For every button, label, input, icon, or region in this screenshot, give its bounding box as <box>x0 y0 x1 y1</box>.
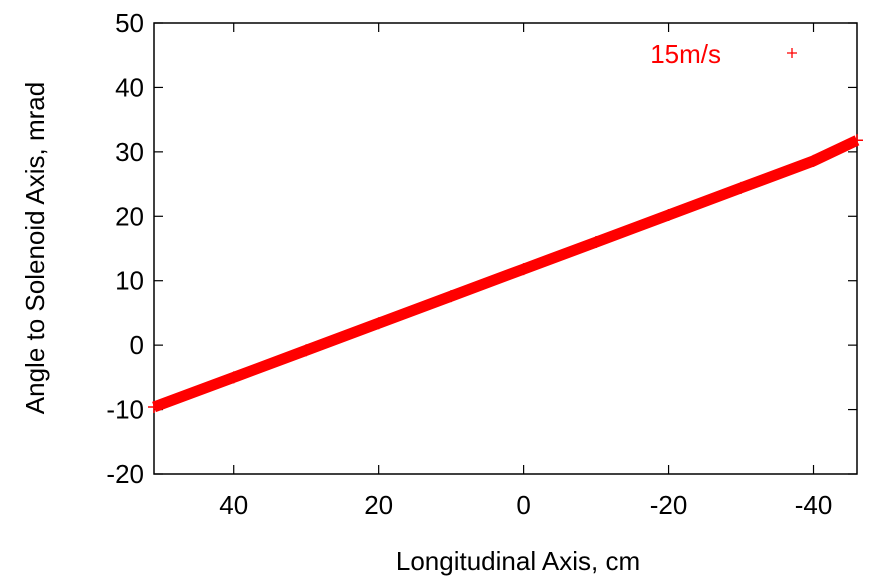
legend-marker <box>787 48 797 58</box>
tick-labels: 40 20 0 -20 -40 -20 -10 0 10 20 30 40 50 <box>106 8 832 520</box>
y-tick-label: 50 <box>115 8 144 38</box>
x-axis-label: Longitudinal Axis, cm <box>396 546 640 576</box>
data-point <box>735 181 748 194</box>
legend-plus-marker <box>787 48 797 58</box>
y-tick-label: 20 <box>115 201 144 231</box>
data-point <box>590 236 603 249</box>
y-axis-label: Angle to Solenoid Axis, mrad <box>20 82 50 414</box>
legend: 15m/s <box>650 39 797 69</box>
y-tick-label: -10 <box>106 395 144 425</box>
data-point <box>517 263 530 276</box>
x-tick-label: -40 <box>795 490 833 520</box>
series-layer <box>148 134 863 413</box>
y-tick-label: 0 <box>130 330 144 360</box>
x-tick-label: 0 <box>516 490 530 520</box>
data-point <box>300 344 313 357</box>
axis-ticks <box>154 22 857 475</box>
x-tick-label: 40 <box>219 490 248 520</box>
data-point <box>807 154 820 167</box>
data-point <box>227 371 240 384</box>
y-tick-label: 10 <box>115 266 144 296</box>
series-band <box>152 135 860 413</box>
data-point <box>851 134 863 147</box>
data-point <box>148 400 160 413</box>
x-tick-label: 20 <box>364 490 393 520</box>
data-point <box>372 317 385 330</box>
plot-border <box>153 22 858 475</box>
y-tick-label: 30 <box>115 137 144 167</box>
data-point <box>445 290 458 303</box>
plot-frame <box>153 22 858 475</box>
x-tick-label: -20 <box>650 490 688 520</box>
y-tick-label: 40 <box>115 72 144 102</box>
data-point <box>662 208 675 221</box>
y-tick-label: -20 <box>106 459 144 489</box>
legend-label: 15m/s <box>650 39 721 69</box>
series-0 <box>148 134 863 413</box>
